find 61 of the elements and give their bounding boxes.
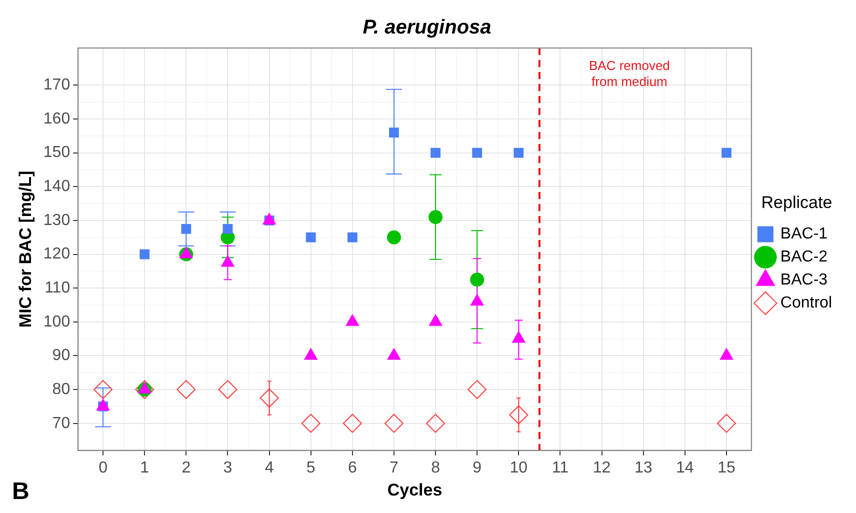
point <box>514 148 524 158</box>
x-tick-label: 8 <box>431 459 440 476</box>
x-tick-label: 7 <box>390 459 399 476</box>
y-tick-label: 90 <box>52 347 70 364</box>
x-tick-label: 5 <box>306 459 316 476</box>
x-tick-label: 13 <box>634 459 652 476</box>
chart-title: P. aeruginosa <box>362 16 492 39</box>
point <box>384 414 404 433</box>
legend-title: Replicate <box>761 192 832 212</box>
point <box>140 249 150 260</box>
point <box>347 232 358 242</box>
point <box>218 380 238 400</box>
x-tick-label: 4 <box>264 459 274 476</box>
y-axis-title: MIC for BAC [mg/L] <box>16 170 35 328</box>
point <box>722 148 732 158</box>
point <box>509 405 528 424</box>
point <box>94 380 113 400</box>
y-tick-label: 110 <box>44 279 70 296</box>
point <box>260 388 279 408</box>
point <box>470 272 484 287</box>
point <box>181 224 192 234</box>
x-tick-label: 15 <box>718 459 736 476</box>
point <box>342 414 362 433</box>
legend-label: BAC-2 <box>780 248 828 266</box>
text: B <box>12 478 30 505</box>
x-tick-label: 14 <box>676 459 694 476</box>
x-tick-label: 10 <box>510 459 528 476</box>
x-tick-label: 11 <box>552 459 569 476</box>
y-tick-label: 80 <box>52 380 70 398</box>
x-axis-title: Cycles <box>387 480 442 500</box>
point <box>389 128 399 138</box>
x-tick-label: 9 <box>472 459 482 476</box>
legend-label: BAC-1 <box>780 226 828 243</box>
point <box>428 210 443 224</box>
point <box>306 232 316 242</box>
y-tick-label: 130 <box>43 212 70 229</box>
y-tick-label: 160 <box>43 110 70 128</box>
point <box>426 414 446 433</box>
point <box>176 380 196 400</box>
legend-label: BAC-3 <box>780 272 828 289</box>
point <box>716 414 736 433</box>
x-tick-label: 2 <box>182 459 191 476</box>
y-tick-label: 100 <box>43 313 70 330</box>
y-tick-label: 150 <box>43 144 70 162</box>
x-tick-label: 3 <box>223 459 232 476</box>
point <box>430 148 440 158</box>
point <box>472 148 482 158</box>
point <box>222 224 233 234</box>
y-tick-label: 120 <box>43 246 70 263</box>
point <box>468 380 487 400</box>
x-tick-label: 1 <box>140 459 150 476</box>
x-tick-label: 12 <box>592 459 611 476</box>
y-tick-label: 70 <box>52 414 70 432</box>
y-tick-label: 140 <box>43 178 70 196</box>
x-tick-label: 6 <box>348 459 357 476</box>
legend-label: Control <box>780 294 832 312</box>
point <box>386 230 401 244</box>
y-tick-label: 170 <box>43 76 70 94</box>
point <box>301 414 320 433</box>
ref-line-label: BAC removed from medium <box>588 58 670 89</box>
x-tick-label: 0 <box>98 459 108 476</box>
